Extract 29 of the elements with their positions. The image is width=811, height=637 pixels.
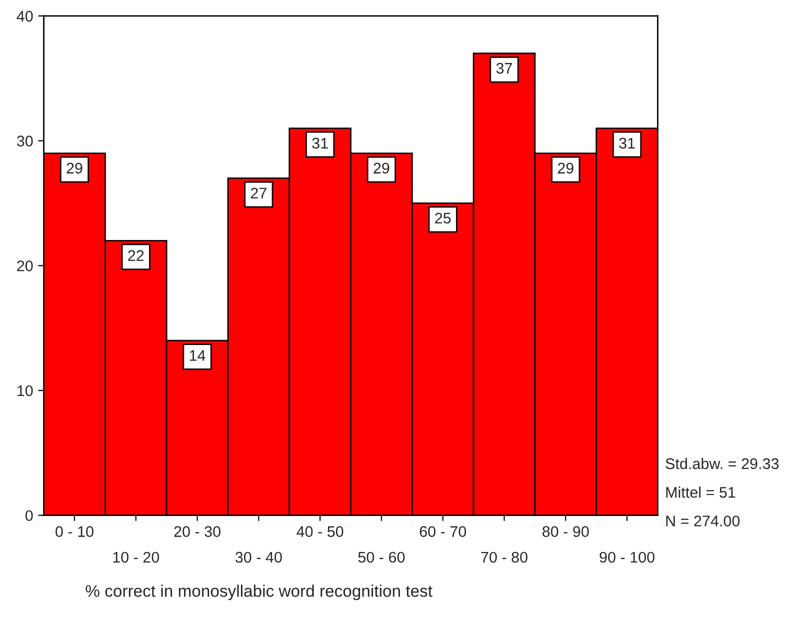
x-tick-label: 60 - 70 [420,526,466,537]
data-label: 29 [66,162,82,174]
data-label: 37 [496,62,512,74]
data-label: 31 [619,138,635,149]
x-tick-label: 80 - 90 [542,526,589,537]
text: Std.abw. = 29.33 [666,458,779,470]
x-tick-label: 0 - 10 [56,526,94,537]
x-tick-label: 30 - 40 [235,552,282,563]
y-tick-label: 40 [16,10,33,22]
x-tick-label: 50 - 60 [358,552,405,563]
data-label: 29 [558,162,574,174]
y-tick-label: 0 [25,510,33,522]
data-label: 14 [190,350,206,361]
data-label: 25 [435,212,451,224]
y-tick-label: 30 [16,136,33,146]
x-tick-label: 40 - 50 [296,526,344,537]
text: Mittel = 51 [666,486,736,498]
text: N = 274.00 [666,516,740,526]
data-label: 27 [250,188,266,198]
data-label: 31 [312,138,328,149]
x-tick-label: 20 - 30 [174,526,220,537]
y-tick-label: 10 [18,385,33,396]
y-tick-label: 20 [17,260,33,272]
x-axis-title: % correct in monosyllabic word recognition test [86,584,432,600]
data-label: 22 [128,250,144,261]
x-tick-label: 10 - 20 [113,552,160,563]
data-label: 29 [374,162,390,174]
x-tick-label: 70 - 80 [481,552,528,563]
x-tick-label: 90 - 100 [600,552,654,563]
